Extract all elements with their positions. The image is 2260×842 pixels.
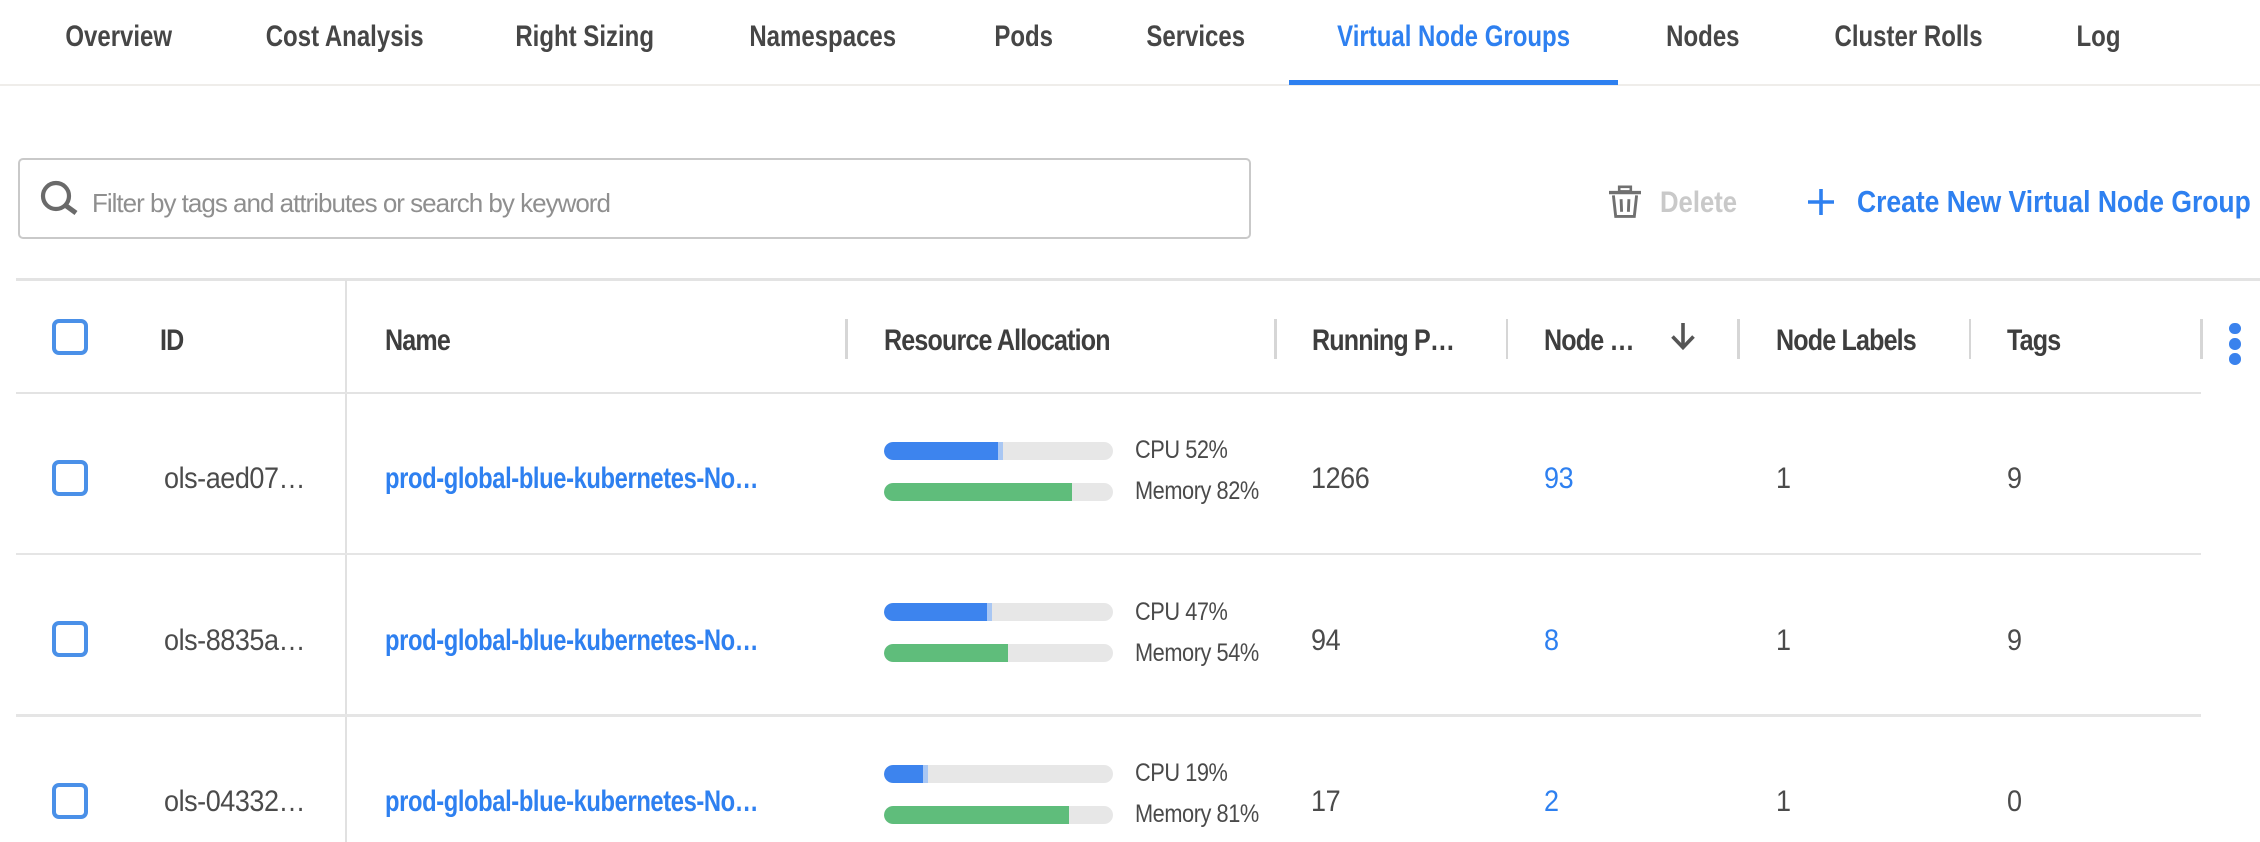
search-input[interactable] <box>20 160 1249 237</box>
tab-pods-label: Pods <box>994 19 1054 53</box>
row-name-link[interactable]: prod-global-blue-kubernetes-No… <box>385 785 759 819</box>
tab-cluster-rolls[interactable]: Cluster Rolls <box>1788 0 2029 84</box>
column-header-tags[interactable]: Tags <box>2007 324 2061 357</box>
tab-overview-label: Overview <box>65 19 172 53</box>
row-running-pods: 94 <box>1311 623 1341 657</box>
tab-virtual-node-groups-label: Virtual Node Groups <box>1337 19 1570 53</box>
row-id: ols-8835a… <box>164 623 306 657</box>
column-header-name[interactable]: Name <box>385 324 451 357</box>
delete-button[interactable]: Delete <box>1660 186 1738 219</box>
column-settings-menu-icon[interactable] <box>2229 322 2241 369</box>
row-checkbox[interactable] <box>52 621 88 657</box>
column-header-node-labels[interactable]: Node Labels <box>1776 324 1917 357</box>
row-tags: 0 <box>2007 785 2022 819</box>
table-body: ols-aed07… prod-global-blue-kubernetes-N… <box>0 394 2260 842</box>
header-divider <box>1505 318 1508 359</box>
row-nodes-link[interactable]: 2 <box>1544 785 1559 819</box>
tab-cost-analysis[interactable]: Cost Analysis <box>220 0 469 84</box>
table-row: ols-04332… prod-global-blue-kubernetes-N… <box>0 717 2260 842</box>
tab-right-sizing-label: Right Sizing <box>515 19 655 53</box>
tab-log-label: Log <box>2076 19 2121 53</box>
header-divider <box>1968 318 1971 359</box>
tab-cost-analysis-label: Cost Analysis <box>265 19 424 53</box>
row-node-labels: 1 <box>1776 623 1791 657</box>
column-header-id[interactable]: ID <box>160 324 184 357</box>
memory-usage-label: Memory 54% <box>1135 638 1259 667</box>
tab-services[interactable]: Services <box>1103 0 1289 84</box>
row-node-labels: 1 <box>1776 785 1791 819</box>
tab-overview[interactable]: Overview <box>17 0 220 84</box>
row-divider <box>16 714 2201 717</box>
column-header-resource-allocation[interactable]: Resource Allocation <box>884 324 1111 357</box>
row-name-link[interactable]: prod-global-blue-kubernetes-No… <box>385 462 759 496</box>
table-top-border <box>16 278 2260 281</box>
row-id: ols-04332… <box>164 785 306 819</box>
header-divider <box>2200 318 2203 359</box>
table-header-row: ID Name Resource Allocation Running P… N… <box>0 281 2260 394</box>
tab-right-sizing[interactable]: Right Sizing <box>469 0 701 84</box>
row-checkbox[interactable] <box>52 782 88 819</box>
memory-usage-label: Memory 82% <box>1135 477 1259 505</box>
table-row: ols-8835a… prod-global-blue-kubernetes-N… <box>0 555 2260 717</box>
id-column-divider <box>345 280 347 842</box>
memory-usage-bar <box>884 482 1113 501</box>
row-tags: 9 <box>2007 462 2022 496</box>
tab-namespaces-label: Namespaces <box>749 19 897 53</box>
tab-log[interactable]: Log <box>2029 0 2168 84</box>
cpu-usage-label: CPU 47% <box>1135 597 1228 626</box>
cpu-usage-bar <box>884 603 1113 621</box>
tab-cluster-rolls-label: Cluster Rolls <box>1834 19 1983 53</box>
header-divider <box>1737 318 1740 359</box>
cpu-usage-label: CPU 19% <box>1135 759 1228 787</box>
cpu-usage-bar <box>884 764 1113 783</box>
row-running-pods: 1266 <box>1311 462 1370 496</box>
tab-virtual-node-groups[interactable]: Virtual Node Groups <box>1289 0 1618 85</box>
filter-search-box <box>18 158 1251 239</box>
header-bottom-border <box>16 391 2201 394</box>
row-checkbox[interactable] <box>52 459 88 496</box>
table-row: ols-aed07… prod-global-blue-kubernetes-N… <box>0 394 2260 555</box>
select-all-checkbox[interactable] <box>52 318 88 355</box>
cluster-tab-bar: Overview Cost Analysis Right Sizing Name… <box>0 0 2260 86</box>
memory-usage-bar <box>884 644 1113 662</box>
trash-icon[interactable] <box>1606 183 1644 221</box>
column-header-nodes[interactable]: Node … <box>1544 324 1635 357</box>
row-tags: 9 <box>2007 623 2022 657</box>
header-divider <box>1274 318 1277 359</box>
cpu-usage-label: CPU 52% <box>1135 436 1228 464</box>
tab-nodes[interactable]: Nodes <box>1618 0 1788 84</box>
row-id: ols-aed07… <box>164 462 306 496</box>
memory-usage-bar <box>884 805 1113 824</box>
tab-services-label: Services <box>1146 19 1246 53</box>
row-nodes-link[interactable]: 8 <box>1544 623 1559 657</box>
column-header-running-pods[interactable]: Running P… <box>1312 324 1455 357</box>
plus-icon <box>1808 189 1834 215</box>
row-divider <box>16 552 2201 555</box>
tab-nodes-label: Nodes <box>1666 19 1740 53</box>
create-new-virtual-node-group-button[interactable]: Create New Virtual Node Group <box>1857 184 2251 219</box>
row-running-pods: 17 <box>1311 785 1341 819</box>
cpu-usage-bar <box>884 441 1113 460</box>
header-divider <box>845 318 848 359</box>
row-node-labels: 1 <box>1776 462 1791 496</box>
virtual-node-groups-table: ID Name Resource Allocation Running P… N… <box>0 278 2260 842</box>
tab-pods[interactable]: Pods <box>945 0 1103 84</box>
tab-namespaces[interactable]: Namespaces <box>701 0 945 84</box>
sort-descending-icon[interactable] <box>1669 321 1699 353</box>
memory-usage-label: Memory 81% <box>1135 800 1259 828</box>
row-nodes-link[interactable]: 93 <box>1544 462 1574 496</box>
row-name-link[interactable]: prod-global-blue-kubernetes-No… <box>385 623 759 657</box>
